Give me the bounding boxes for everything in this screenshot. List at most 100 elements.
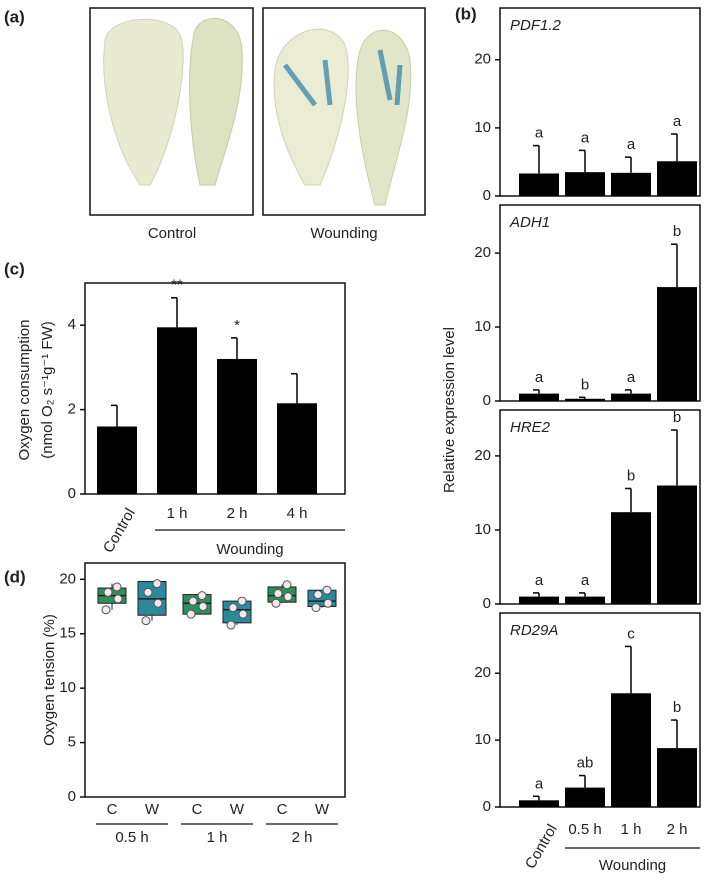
- bar: [565, 398, 605, 401]
- data-point: [188, 596, 198, 606]
- data-point: [143, 587, 153, 597]
- group-label: Wounding: [599, 857, 666, 874]
- x-tick-label: 1 h: [621, 821, 642, 838]
- bar: [157, 327, 197, 494]
- y-tick-label: 0: [68, 485, 76, 502]
- x-tick-label: 4 h: [287, 505, 308, 522]
- significance-label: **: [171, 277, 183, 294]
- bar: [611, 172, 651, 196]
- bar: [657, 287, 697, 401]
- bar: [611, 693, 651, 807]
- x-tick-label: C: [192, 801, 203, 818]
- data-point: [113, 594, 123, 604]
- data-point: [198, 602, 208, 612]
- y-axis-label: Relative expression level: [441, 327, 458, 493]
- significance-label: c: [627, 625, 635, 642]
- panel-label: (a): [4, 7, 25, 26]
- y-tick-label: 10: [474, 521, 491, 538]
- y-tick-label: 15: [59, 625, 76, 642]
- y-tick-label: 0: [483, 595, 491, 612]
- x-tick-label: Control: [522, 821, 561, 871]
- y-tick-label: 20: [474, 664, 491, 681]
- panel-a: (a) Control Wounding: [4, 7, 426, 242]
- panel-label: (b): [455, 4, 477, 23]
- data-point: [237, 596, 247, 606]
- image-frame: [262, 7, 426, 216]
- data-point: [238, 609, 248, 619]
- significance-label: b: [673, 409, 681, 426]
- data-point: [186, 609, 196, 619]
- bar: [611, 393, 651, 401]
- bar: [611, 512, 651, 604]
- image-caption: Wounding: [310, 225, 377, 242]
- plot-frame: [84, 282, 346, 495]
- panel-label: (c): [4, 259, 25, 278]
- y-tick-label: 20: [474, 244, 491, 261]
- data-point: [283, 592, 293, 602]
- leaf: [273, 28, 349, 186]
- group-label: Wounding: [216, 541, 283, 558]
- plot-frame: [84, 562, 346, 798]
- y-tick-label: 20: [474, 447, 491, 464]
- y-tick-label: 20: [59, 570, 76, 587]
- data-point: [153, 598, 163, 608]
- leaf: [189, 17, 243, 186]
- y-tick-label: 0: [483, 392, 491, 409]
- x-tick-label: Control: [100, 505, 139, 555]
- significance-label: a: [581, 572, 590, 589]
- significance-label: *: [234, 317, 240, 334]
- significance-label: ab: [577, 755, 594, 772]
- x-tick-label: W: [145, 801, 160, 818]
- significance-label: a: [581, 129, 590, 146]
- significance-label: b: [581, 376, 589, 393]
- significance-label: a: [627, 136, 636, 153]
- x-tick-label: 2 h: [227, 505, 248, 522]
- data-point: [141, 616, 151, 626]
- significance-label: a: [535, 369, 544, 386]
- significance-label: a: [535, 125, 544, 142]
- data-point: [323, 598, 333, 608]
- y-tick-label: 0: [68, 788, 76, 805]
- y-tick-label: 20: [474, 51, 491, 68]
- group-label: 0.5 h: [115, 829, 148, 846]
- significance-label: a: [673, 113, 682, 130]
- data-point: [271, 598, 281, 608]
- x-tick-label: C: [107, 801, 118, 818]
- x-tick-label: W: [230, 801, 245, 818]
- group-label: 1 h: [207, 829, 228, 846]
- data-point: [103, 587, 113, 597]
- chart-title: PDF1.2: [510, 17, 562, 34]
- bar: [519, 596, 559, 604]
- y-tick-label: 10: [474, 119, 491, 136]
- y-axis-label: (nmol O₂ s⁻¹g⁻¹ FW): [39, 321, 56, 458]
- data-point: [311, 603, 321, 613]
- bar: [519, 800, 559, 807]
- bar: [657, 485, 697, 604]
- data-point: [282, 580, 292, 590]
- y-axis-label: Oxygen consumption: [16, 320, 33, 461]
- group-label: 2 h: [292, 829, 313, 846]
- y-tick-label: 10: [474, 731, 491, 748]
- y-tick-label: 10: [59, 679, 76, 696]
- image-frame: [89, 7, 254, 216]
- data-point: [313, 590, 323, 600]
- significance-label: b: [673, 223, 681, 240]
- x-tick-label: C: [277, 801, 288, 818]
- data-point: [228, 603, 238, 613]
- bar: [657, 748, 697, 807]
- data-point: [226, 620, 236, 630]
- y-axis-label: Oxygen tension (%): [41, 614, 58, 746]
- data-point: [197, 591, 207, 601]
- chart-title: ADH1: [509, 214, 550, 231]
- y-tick-label: 4: [68, 316, 76, 333]
- bar: [217, 358, 257, 494]
- chart-title: HRE2: [510, 419, 551, 436]
- bar: [277, 403, 317, 494]
- x-tick-label: 0.5 h: [568, 821, 601, 838]
- y-tick-label: 5: [68, 734, 76, 751]
- data-point: [273, 588, 283, 598]
- bar: [565, 596, 605, 604]
- y-tick-label: 10: [474, 318, 491, 335]
- bar: [519, 393, 559, 401]
